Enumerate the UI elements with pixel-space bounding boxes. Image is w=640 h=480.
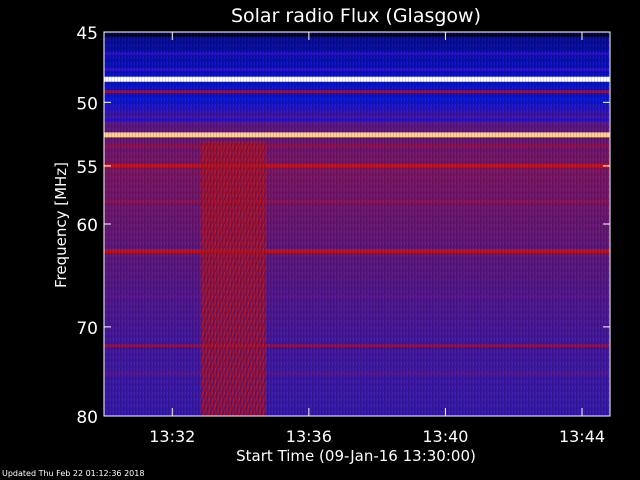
y-tick-label-2: 55 (76, 158, 98, 178)
chart-title: Solar radio Flux (Glasgow) (231, 5, 481, 27)
x-tick-label-1: 13:36 (286, 427, 332, 446)
x-tick-label-0: 13:32 (149, 427, 195, 446)
x-tick-label-3: 13:44 (559, 427, 605, 446)
y-axis-label: Frequency [MHz] (52, 162, 70, 288)
noise-overlay (104, 32, 610, 416)
y-tick-label-5: 80 (76, 408, 98, 428)
x-tick-label-2: 13:40 (422, 427, 468, 446)
plot-area: 45 50 55 60 70 80 13:32 13:36 13:40 13:44 (76, 24, 611, 446)
updated-timestamp: Updated Thu Feb 22 01:12:36 2018 (2, 469, 145, 478)
y-tick-label-3: 60 (76, 216, 98, 236)
x-axis-ticks: 13:32 13:36 13:40 13:44 (149, 32, 605, 446)
y-tick-label-0: 45 (76, 24, 98, 44)
y-axis-ticks: 45 50 55 60 70 80 (76, 24, 610, 428)
x-axis-label: Start Time (09-Jan-16 13:30:00) (236, 447, 476, 465)
y-tick-label-4: 70 (76, 319, 98, 339)
y-tick-label-1: 50 (76, 94, 98, 114)
